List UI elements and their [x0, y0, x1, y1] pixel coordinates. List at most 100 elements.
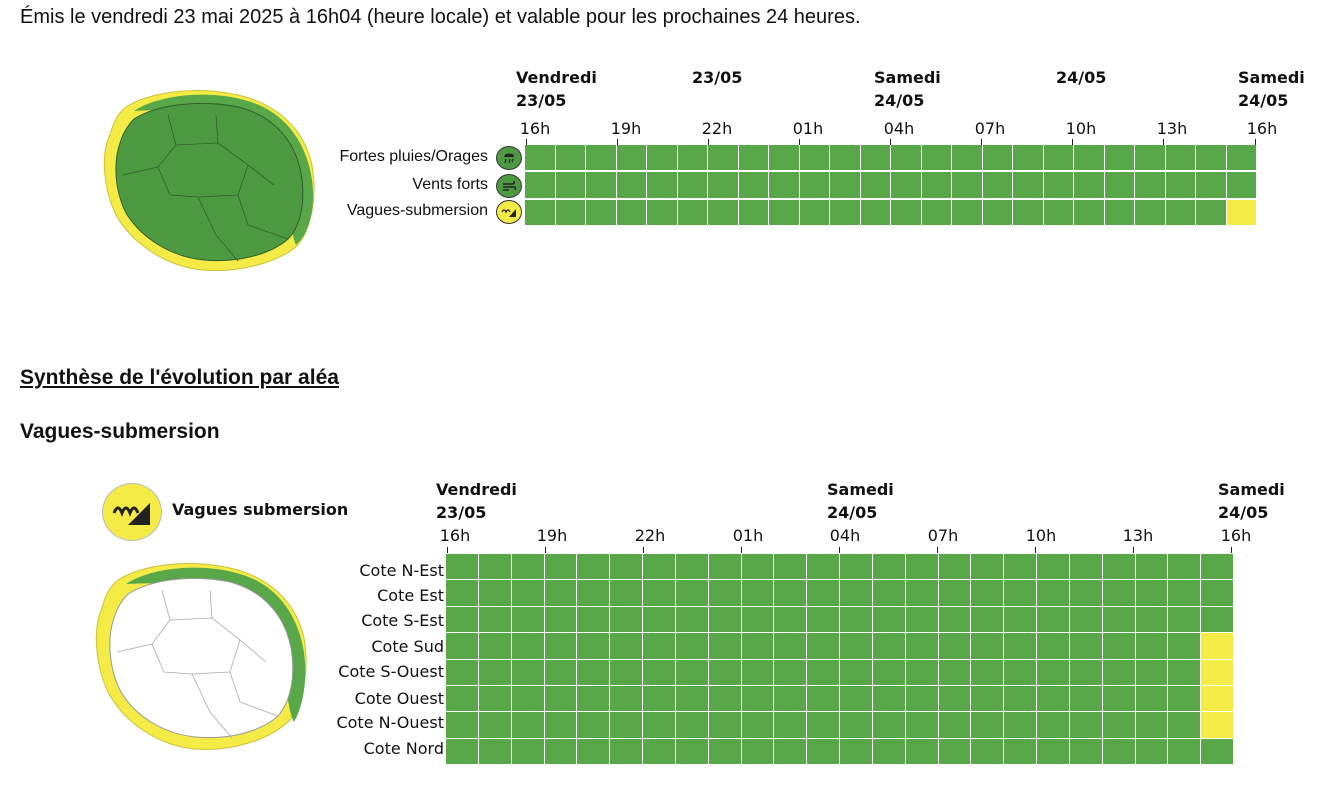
timeline-cell-green	[741, 659, 774, 685]
row-label-heavy-rain: Fortes pluies/Orages	[339, 148, 488, 165]
timeline-cell-green	[891, 145, 921, 171]
timeline-cell-green	[840, 685, 872, 712]
timeline-cell-green	[1201, 580, 1233, 606]
timeline-cell-green	[741, 580, 774, 606]
timeline-cell-green	[643, 685, 675, 712]
timeline-cell-green	[807, 659, 839, 685]
timeline-cell-green	[921, 199, 951, 225]
timeline-cell-green	[675, 685, 708, 712]
timeline-cell-green	[738, 172, 768, 198]
timeline-cell-green	[544, 554, 577, 580]
day-label: 24/05	[1056, 68, 1107, 87]
timeline-cell-green	[1069, 659, 1102, 685]
timeline-cell-green	[1168, 738, 1201, 764]
timeline-cell-green	[544, 606, 577, 633]
timeline-cell-yellow	[1226, 199, 1256, 225]
timeline-cell-green	[952, 145, 982, 171]
timeline-cell-green	[738, 145, 768, 171]
timeline-cell-green	[1102, 712, 1135, 738]
legend-label: Vagues submersion	[172, 500, 349, 519]
day-label: 23/05	[692, 68, 743, 87]
axis-tick	[741, 547, 742, 553]
axis-tick	[799, 139, 800, 145]
hour-label: 07h	[974, 119, 1006, 138]
timeline-cell-green	[511, 554, 544, 580]
timeline-cell-green	[643, 633, 675, 659]
timeline-cell-green	[478, 712, 511, 738]
timeline-cell-green	[1102, 738, 1135, 764]
timeline-cell-green	[708, 659, 741, 685]
timeline-cell-green	[677, 199, 707, 225]
timeline-cell-green	[1069, 580, 1102, 606]
timeline-cell-green	[774, 633, 807, 659]
timeline-cell-green	[1069, 606, 1102, 633]
timeline-cell-green	[860, 199, 890, 225]
timeline-cell-green	[1196, 199, 1226, 225]
timeline-cell-green	[905, 685, 938, 712]
timeline-cell-green	[1135, 685, 1168, 712]
axis-tick	[643, 547, 644, 553]
timeline-cell-green	[971, 685, 1004, 712]
timeline-cell-green	[905, 738, 938, 764]
timeline-cell-green	[938, 554, 971, 580]
hour-label: 16h	[439, 526, 471, 545]
row-label-cote-ouest: Cote Ouest	[354, 689, 444, 708]
timeline-cell-green	[643, 606, 675, 633]
timeline-cell-green	[769, 199, 799, 225]
timeline-cell-green	[675, 554, 708, 580]
timeline-cell-green	[1168, 580, 1201, 606]
timeline-cell-green	[741, 606, 774, 633]
timeline-cell-green	[708, 738, 741, 764]
timeline-cell-green	[1135, 659, 1168, 685]
timeline-cell-green	[807, 580, 839, 606]
timeline-cell-green	[938, 712, 971, 738]
timeline-cell-green	[610, 580, 642, 606]
timeline-cell-green	[577, 685, 610, 712]
timeline-cell-green	[971, 606, 1004, 633]
timeline-cell-green	[1168, 659, 1201, 685]
timeline-cell-green	[1069, 738, 1102, 764]
timeline-cell-green	[905, 580, 938, 606]
timeline-cell-green	[1135, 172, 1165, 198]
timeline-cell-green	[938, 633, 971, 659]
timeline-cell-green	[769, 145, 799, 171]
timeline-cell-green	[675, 580, 708, 606]
axis-tick	[1133, 547, 1134, 553]
timeline-cell-green	[1102, 659, 1135, 685]
timeline-cell-green	[610, 606, 642, 633]
timeline-cell-green	[1102, 606, 1135, 633]
timeline-cell-green	[774, 606, 807, 633]
timeline-cell-green	[905, 712, 938, 738]
axis-tick	[1255, 139, 1256, 145]
timeline-cell-green	[872, 606, 905, 633]
timeline-cell-green	[610, 685, 642, 712]
timeline-cell-green	[1135, 199, 1165, 225]
axis-tick	[447, 547, 448, 553]
timeline-cell-green	[1069, 554, 1102, 580]
timeline-cell-green	[1004, 738, 1036, 764]
timeline-cell-green	[708, 606, 741, 633]
overview-timeline-grid	[525, 145, 1256, 225]
timeline-cell-green	[1069, 633, 1102, 659]
axis-tick	[1035, 547, 1036, 553]
day-label: Samedi 24/05	[827, 480, 894, 522]
timeline-cell-green	[1043, 172, 1073, 198]
timeline-cell-green	[1004, 685, 1036, 712]
timeline-cell-green	[1037, 606, 1069, 633]
timeline-cell-green	[610, 712, 642, 738]
timeline-cell-green	[643, 580, 675, 606]
timeline-cell-green	[1004, 554, 1036, 580]
timeline-cell-green	[741, 738, 774, 764]
timeline-cell-green	[610, 554, 642, 580]
timeline-cell-green	[577, 712, 610, 738]
timeline-cell-green	[938, 738, 971, 764]
timeline-cell-green	[478, 554, 511, 580]
timeline-cell-green	[774, 712, 807, 738]
timeline-cell-green	[1135, 633, 1168, 659]
axis-tick	[1231, 547, 1232, 553]
heavy-rain-icon	[496, 146, 522, 170]
hour-label: 10h	[1025, 526, 1057, 545]
timeline-cell-green	[1037, 685, 1069, 712]
timeline-cell-yellow	[1201, 712, 1233, 738]
timeline-cell-green	[799, 199, 829, 225]
